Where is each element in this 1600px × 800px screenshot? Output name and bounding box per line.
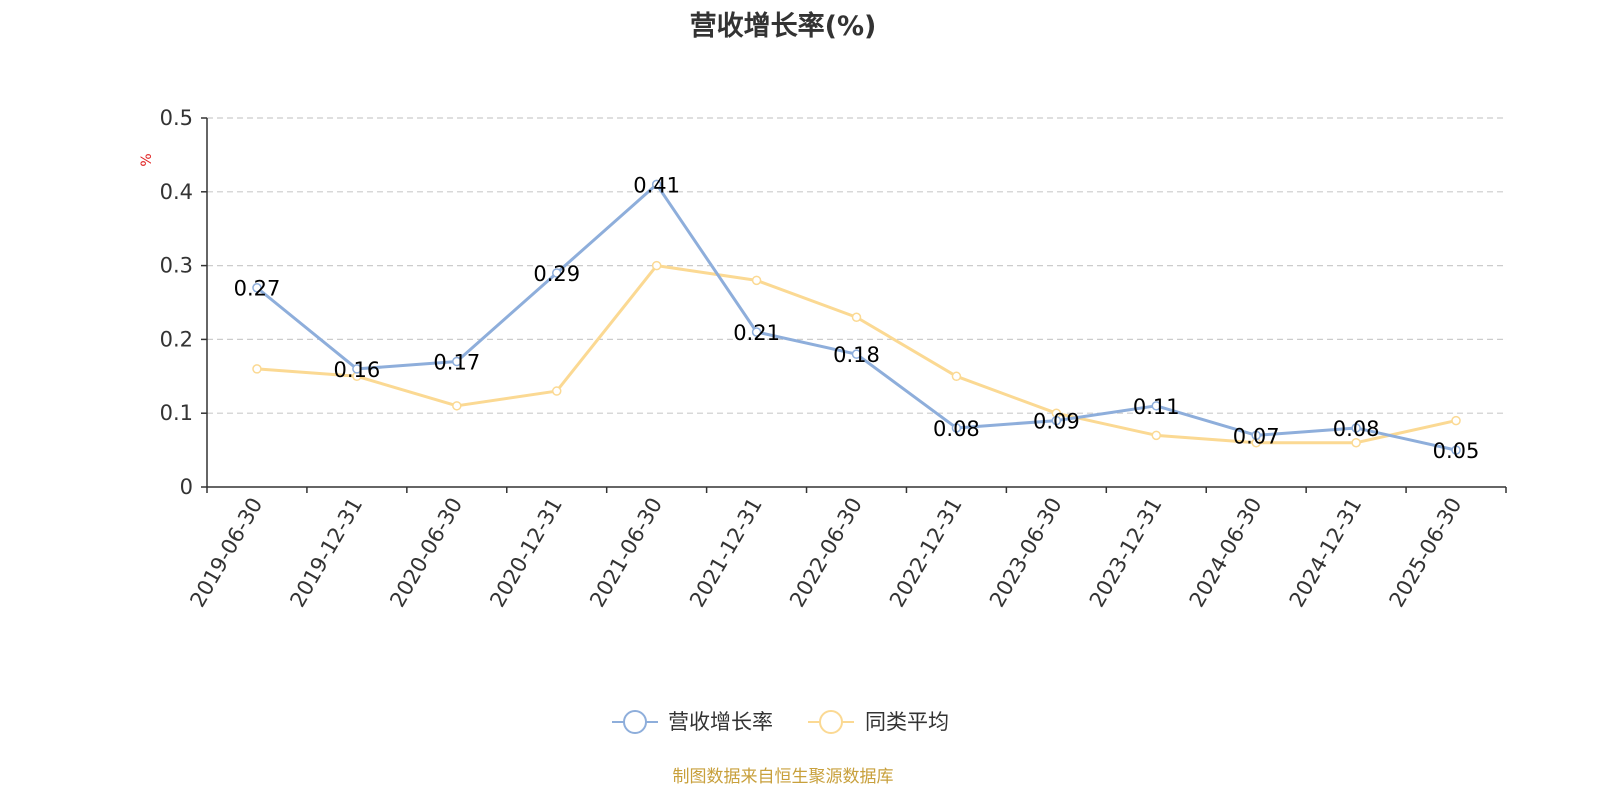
data-label-12: 0.05 bbox=[1433, 439, 1480, 463]
data-label-11: 0.08 bbox=[1333, 417, 1380, 441]
data-label-7: 0.08 bbox=[933, 417, 980, 441]
data-label-6: 0.18 bbox=[833, 343, 880, 367]
x-tick-label-3: 2020-12-31 bbox=[485, 494, 567, 612]
data-label-10: 0.07 bbox=[1233, 424, 1280, 448]
legend-label-1: 同类平均 bbox=[865, 710, 949, 734]
series-0-point-10[interactable] bbox=[1251, 430, 1261, 441]
data-label-1: 0.16 bbox=[334, 358, 381, 382]
series-1-point-0[interactable] bbox=[252, 364, 262, 374]
legend-marker-0 bbox=[623, 710, 647, 734]
y-tick-label-5: 0.5 bbox=[160, 106, 193, 130]
data-label-0: 0.27 bbox=[234, 277, 281, 301]
y-tick-label-2: 0.2 bbox=[160, 327, 193, 351]
x-tick-label-7: 2022-12-31 bbox=[885, 494, 967, 612]
series-0-point-2[interactable] bbox=[452, 356, 462, 367]
x-tick-label-6: 2022-06-30 bbox=[785, 494, 867, 612]
data-label-2: 0.17 bbox=[433, 351, 480, 375]
x-tick-label-2: 2020-06-30 bbox=[385, 494, 467, 612]
legend[interactable]: 营收增长率 同类平均 bbox=[612, 710, 949, 734]
data-label-9: 0.11 bbox=[1133, 395, 1180, 419]
series-0-point-11[interactable] bbox=[1351, 423, 1361, 433]
series-0-point-12[interactable] bbox=[1451, 445, 1461, 455]
x-tick-label-11: 2024-12-31 bbox=[1285, 494, 1367, 612]
series-1-point-2[interactable] bbox=[452, 401, 462, 411]
grid-lines bbox=[207, 117, 1506, 414]
y-tick-label-1: 0.1 bbox=[160, 401, 193, 425]
series-1-point-6[interactable] bbox=[851, 312, 862, 323]
x-tick-label-1: 2019-12-31 bbox=[285, 494, 367, 612]
series-0-point-4[interactable] bbox=[651, 179, 662, 190]
data-label-4: 0.41 bbox=[633, 173, 680, 197]
x-tick-label-12: 2025-06-30 bbox=[1385, 494, 1467, 612]
x-tick-label-4: 2021-06-30 bbox=[585, 494, 667, 612]
series-1-point-7[interactable] bbox=[951, 371, 962, 382]
legend-marker-1 bbox=[819, 710, 843, 734]
x-tick-label-5: 2021-12-31 bbox=[685, 494, 767, 612]
source-note: 制图数据来自恒生聚源数据库 bbox=[672, 767, 894, 787]
data-label-8: 0.09 bbox=[1033, 410, 1080, 434]
series-0-point-1[interactable] bbox=[352, 364, 362, 374]
series-1-point-3[interactable] bbox=[551, 386, 562, 396]
chart-title: 营收增长率(%) bbox=[689, 11, 877, 42]
data-labels: 0.27 0.16 0.17 0.29 0.41 0.21 0.18 0.08 0.09 0.11… bbox=[234, 173, 1480, 463]
series-0-point-7[interactable] bbox=[951, 423, 962, 433]
series-0-point-5[interactable] bbox=[751, 327, 762, 337]
legend-item-1[interactable]: 同类平均 bbox=[808, 710, 949, 734]
legend-item-0[interactable]: 营收增长率 bbox=[612, 710, 773, 734]
series-1-point-4[interactable] bbox=[651, 260, 662, 271]
series bbox=[252, 179, 1461, 455]
legend-label-0: 营收增长率 bbox=[668, 710, 773, 734]
x-tick-label-10: 2024-06-30 bbox=[1185, 494, 1267, 612]
y-tick-label-4: 0.4 bbox=[160, 180, 193, 204]
series-0-point-8[interactable] bbox=[1051, 415, 1062, 426]
x-tick-label-8: 2023-06-30 bbox=[985, 494, 1067, 612]
series-0-point-9[interactable] bbox=[1151, 401, 1162, 411]
series-1-point-5[interactable] bbox=[751, 275, 762, 286]
series-1-point-12[interactable] bbox=[1451, 415, 1461, 426]
y-tick-label-0: 0 bbox=[180, 475, 193, 499]
x-tick-label-9: 2023-12-31 bbox=[1085, 494, 1167, 612]
data-label-5: 0.21 bbox=[733, 321, 780, 345]
x-tick-label-0: 2019-06-30 bbox=[185, 494, 267, 612]
data-label-3: 0.29 bbox=[533, 262, 580, 286]
series-1-point-11[interactable] bbox=[1351, 437, 1361, 448]
series-1-point-9[interactable] bbox=[1151, 430, 1162, 441]
series-0-point-6[interactable] bbox=[851, 349, 862, 359]
series-0-point-3[interactable] bbox=[551, 268, 562, 278]
y-tick-label-3: 0.3 bbox=[160, 254, 193, 278]
series-0-point-0[interactable] bbox=[252, 282, 262, 293]
y-axis-label: % bbox=[139, 153, 155, 166]
